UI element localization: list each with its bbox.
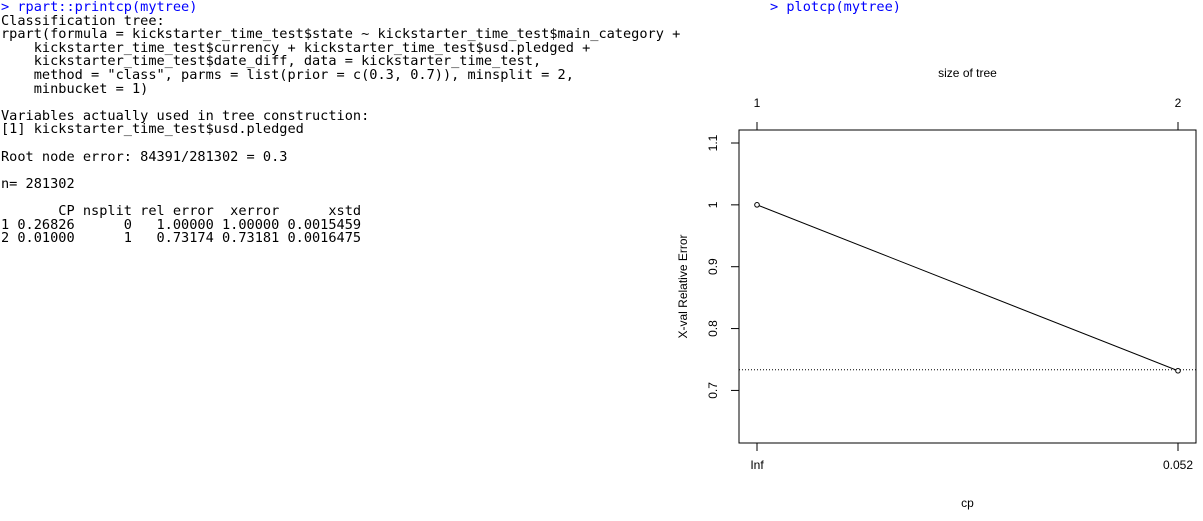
output-line: 1 0.26826 0 1.00000 1.00000 0.0015459 — [1, 216, 362, 233]
output-block: Root node error: 84391/281302 = 0.3 — [1, 148, 680, 165]
point — [754, 202, 760, 208]
output-block: n= 281302 — [1, 175, 680, 192]
output-block: CP nsplit rel error xerror xstd 1 0.26826… — [1, 202, 680, 247]
y-tick-label: 0.8 — [706, 320, 720, 337]
y-tick-label: 1.1 — [706, 134, 720, 151]
output-line: kickstarter_time_test$currency + kicksta… — [1, 39, 591, 56]
output-line: rpart(formula = kickstarter_time_test$st… — [1, 26, 681, 43]
x-axis-label: cp — [961, 496, 974, 510]
x-tick-label: 0.052 — [1163, 458, 1193, 472]
command: > rpart::printcp(mytree) — [1, 0, 198, 15]
output-line: Root node error: 84391/281302 = 0.3 — [1, 148, 288, 165]
output-line: method = "class", parms = list(prior = c… — [1, 66, 574, 83]
point — [1175, 367, 1181, 374]
x-tick-label: Inf — [750, 458, 764, 472]
top-tick-label: 1 — [754, 96, 761, 110]
output-line: kickstarter_time_test$date_diff, data = … — [1, 53, 542, 70]
y-axis-label: X-val Relative Error — [676, 234, 690, 338]
output-line: 2 0.01000 1 0.73174 0.73181 0.0016475 — [1, 230, 362, 247]
output-line: n= 281302 — [1, 175, 75, 192]
y-tick-label: 1 — [706, 201, 720, 208]
output-line: Variables actually used in tree construc… — [1, 107, 370, 124]
top-tick-label: 2 — [1175, 96, 1182, 110]
output-block: Classification tree: rpart(formula = kick… — [1, 12, 681, 97]
plot-box — [738, 129, 1197, 444]
output-line: CP nsplit rel error xerror xstd — [1, 202, 362, 219]
console: > rpart::printcp(mytree) Classification … — [1, 0, 681, 259]
plot-command: > plotcp(mytree) — [770, 0, 901, 15]
output-line: minbucket = 1) — [1, 80, 149, 97]
line — [756, 204, 1179, 372]
output-line: [1] kickstarter_time_test$usd.pledged — [1, 121, 304, 138]
top-axis-label: size of tree — [938, 66, 997, 80]
y-tick-label: 0.7 — [706, 382, 720, 399]
output-block: Variables actually used in tree construc… — [1, 107, 680, 138]
y-tick-label: 0.9 — [706, 258, 720, 275]
output-line: Classification tree: — [1, 12, 165, 29]
